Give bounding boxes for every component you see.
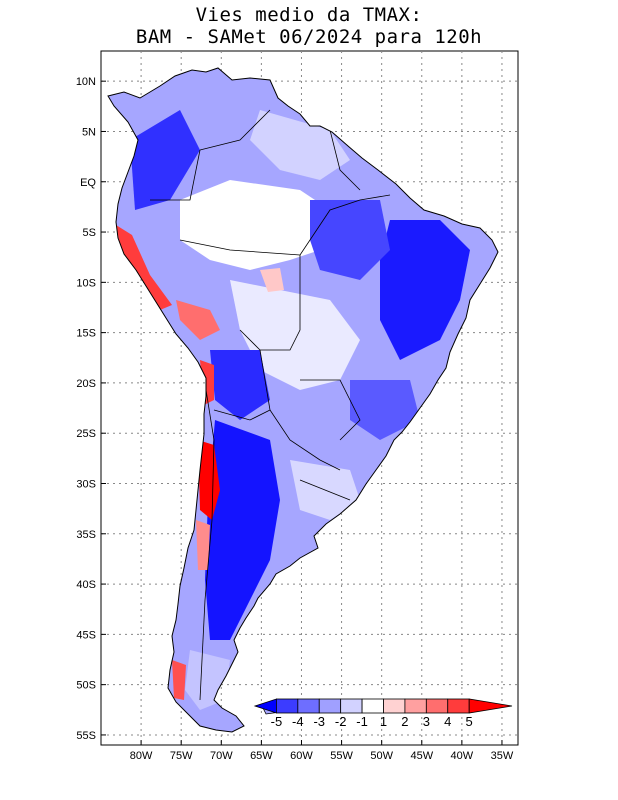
colorbar-segment-3 <box>318 698 342 714</box>
patch-amazon-warm <box>260 268 284 292</box>
colorbar-segment-9 <box>447 698 470 714</box>
lon-label: 50W <box>370 750 393 762</box>
colorbar-segment-4 <box>340 698 363 714</box>
colorbar-segment-8 <box>425 698 449 714</box>
lon-label: 55W <box>330 750 353 762</box>
map-title-line1: Vies medio da TMAX: <box>195 4 423 26</box>
colorbar-label: -5 <box>271 714 283 729</box>
colorbar-label: -2 <box>335 714 347 729</box>
colorbar-segment-7 <box>404 698 427 714</box>
south-america-landmass <box>107 67 499 733</box>
lon-label: 45W <box>410 750 433 762</box>
colorbar-label: 5 <box>466 714 473 729</box>
lon-label: 65W <box>250 750 273 762</box>
patch-colombia-cold <box>130 110 200 210</box>
patch-para-cold <box>310 200 390 280</box>
colorbar-segment-1 <box>276 698 299 714</box>
lon-label: 70W <box>210 750 233 762</box>
patch-chile-warm <box>198 440 220 520</box>
lat-label: 5S <box>83 227 96 239</box>
colorbar-label: -3 <box>313 714 325 729</box>
lat-label: 50S <box>76 680 96 692</box>
axes: 10N 5N EQ 5S 10S 15S 20S 25S 30S 35S 40S 45S 50S 55S 8… <box>76 76 514 762</box>
patch-peru-coast-warm <box>116 225 172 310</box>
lon-label: 35W <box>491 750 514 762</box>
patch-northeast-strong <box>380 220 470 360</box>
lon-label: 75W <box>170 750 193 762</box>
patch-southeast-cold <box>350 380 420 440</box>
lon-label: 40W <box>451 750 474 762</box>
patch-guiana-light <box>250 110 350 180</box>
colorbar-label: 1 <box>380 714 387 729</box>
patch-fuego-warm <box>172 660 186 700</box>
colorbar-label: -4 <box>292 714 304 729</box>
colorbar-label: 2 <box>401 714 408 729</box>
lat-label: 40S <box>76 579 96 591</box>
colorbar-label: 4 <box>444 714 451 729</box>
colorbar-label: 3 <box>423 714 430 729</box>
lat-label: 5N <box>82 126 96 138</box>
lon-label: 60W <box>290 750 313 762</box>
colorbar-segment-2 <box>297 698 320 714</box>
lat-label: 10N <box>76 76 96 88</box>
lat-label: 15S <box>76 328 96 340</box>
lat-label: 25S <box>76 428 96 440</box>
patch-peru-andes-warm <box>176 300 220 340</box>
colorbar-arrow-right <box>468 698 513 714</box>
patch-argentina-strong <box>205 420 280 640</box>
colorbar: -5 -4 -3 -2 -1 1 2 3 4 5 <box>253 698 513 729</box>
colorbar-label: -1 <box>356 714 368 729</box>
lat-label: 55S <box>76 730 96 742</box>
lat-label: 45S <box>76 629 96 641</box>
lat-label: 10S <box>76 277 96 289</box>
lat-label: 20S <box>76 378 96 390</box>
colorbar-segment-6 <box>383 698 406 714</box>
patch-chile-south-warm <box>196 520 210 570</box>
lat-label: EQ <box>80 177 96 189</box>
patch-bolivia-cold <box>210 350 270 420</box>
map-title-line2: BAM - SAMet 06/2024 para 120h <box>135 26 483 48</box>
lat-label: 35S <box>76 529 96 541</box>
colorbar-segment-5 <box>361 698 384 714</box>
lon-label: 80W <box>130 750 153 762</box>
lat-label: 30S <box>76 478 96 490</box>
